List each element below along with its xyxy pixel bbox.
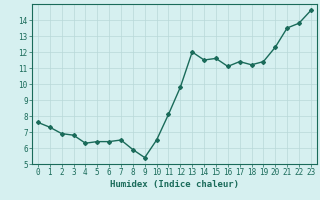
X-axis label: Humidex (Indice chaleur): Humidex (Indice chaleur) [110, 180, 239, 189]
